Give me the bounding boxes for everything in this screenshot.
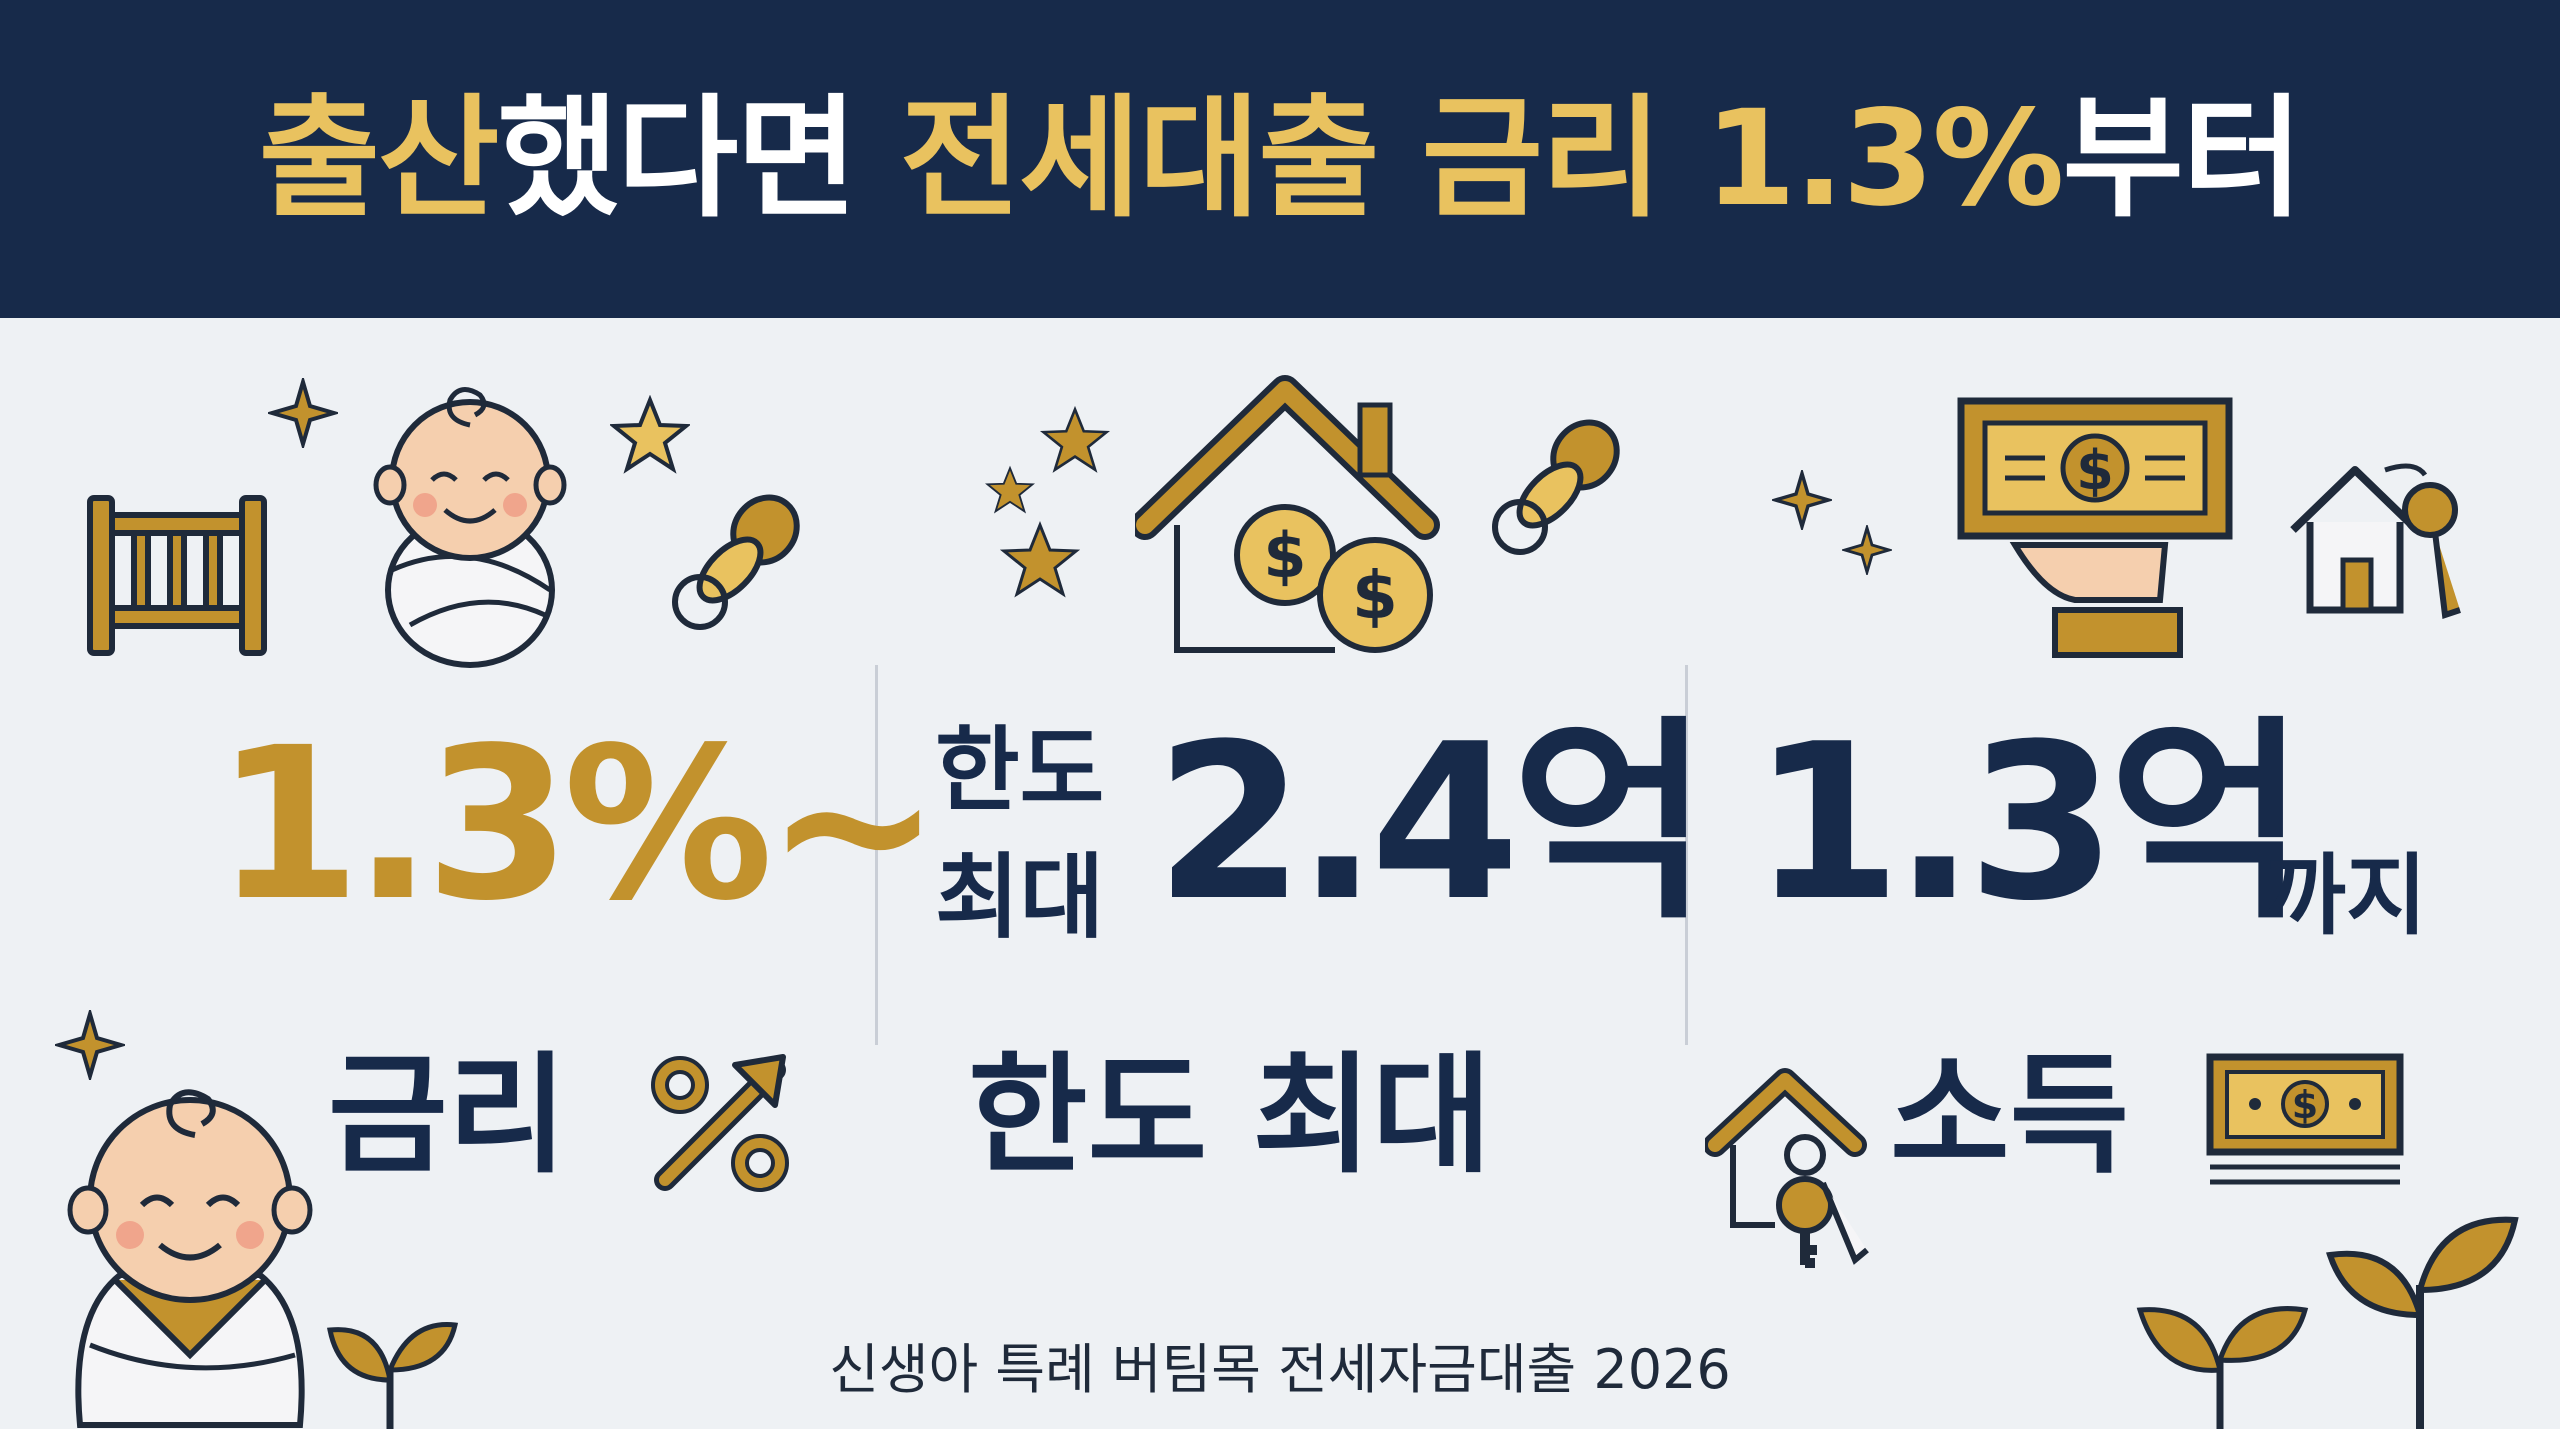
percent-arrow-icon: [651, 1054, 789, 1192]
svg-text:$: $: [1352, 557, 1398, 634]
house-key-icon: [2290, 463, 2461, 620]
rate-label: 금리: [328, 1039, 568, 1191]
header-banner: 출산했다면 전세대출 금리 1.3%부터: [0, 0, 2560, 318]
star-icon: [1040, 405, 1110, 473]
limit-amount-value: 2.4억: [1155, 697, 1710, 948]
banknote-icon: $: [2206, 1053, 2404, 1185]
svg-text:$: $: [2076, 439, 2114, 502]
title-part-1: 출산: [258, 82, 500, 236]
house-money-icon: $ $: [1135, 375, 1440, 653]
baby-icon: [373, 387, 567, 668]
pacifier-icon: [1492, 419, 1620, 555]
star-icon: [610, 395, 690, 474]
limit-prefix-line2: 최대: [935, 844, 1105, 951]
limit-label: 한도 최대: [968, 1039, 1492, 1191]
sprout-icon: [327, 1322, 459, 1429]
svg-text:$: $: [2292, 1083, 2318, 1127]
interest-rate-value: 1.3%~: [215, 702, 941, 947]
sparkle-icon: [268, 378, 338, 448]
star-icon: [985, 465, 1035, 514]
baby-icon: [67, 1089, 313, 1428]
pacifier-icon: [672, 494, 800, 630]
footer-caption: 신생아 특례 버팀목 전세자금대출 2026: [829, 1338, 1731, 1401]
limit-prefix-line1: 한도: [935, 717, 1105, 824]
title-part-2: 했다면: [497, 82, 858, 236]
title-part-4: 부터: [2062, 82, 2303, 236]
svg-text:$: $: [1263, 519, 1306, 592]
sprout-icon: [2326, 1216, 2519, 1429]
column-divider-right: [1685, 665, 1688, 1045]
hand-cash-icon: $: [1957, 397, 2233, 658]
income-label: 소득: [1890, 1039, 2130, 1191]
column-divider-left: [875, 665, 878, 1045]
sparkle-icon: [1842, 525, 1892, 575]
sprout-icon: [2136, 1306, 2309, 1429]
sparkle-icon: [55, 1010, 125, 1080]
page-title: 출산했다면 전세대출 금리 1.3%부터: [259, 93, 2304, 225]
crib-icon: [87, 495, 267, 656]
star-icon: [1000, 520, 1080, 598]
income-suffix: 까지: [2265, 844, 2427, 947]
sparkle-icon: [1772, 470, 1832, 530]
house-key-icon: [1705, 1068, 1869, 1268]
income-amount-value: 1.3억: [1752, 697, 2307, 948]
title-part-3: 전세대출 금리 1.3%: [899, 82, 2065, 236]
